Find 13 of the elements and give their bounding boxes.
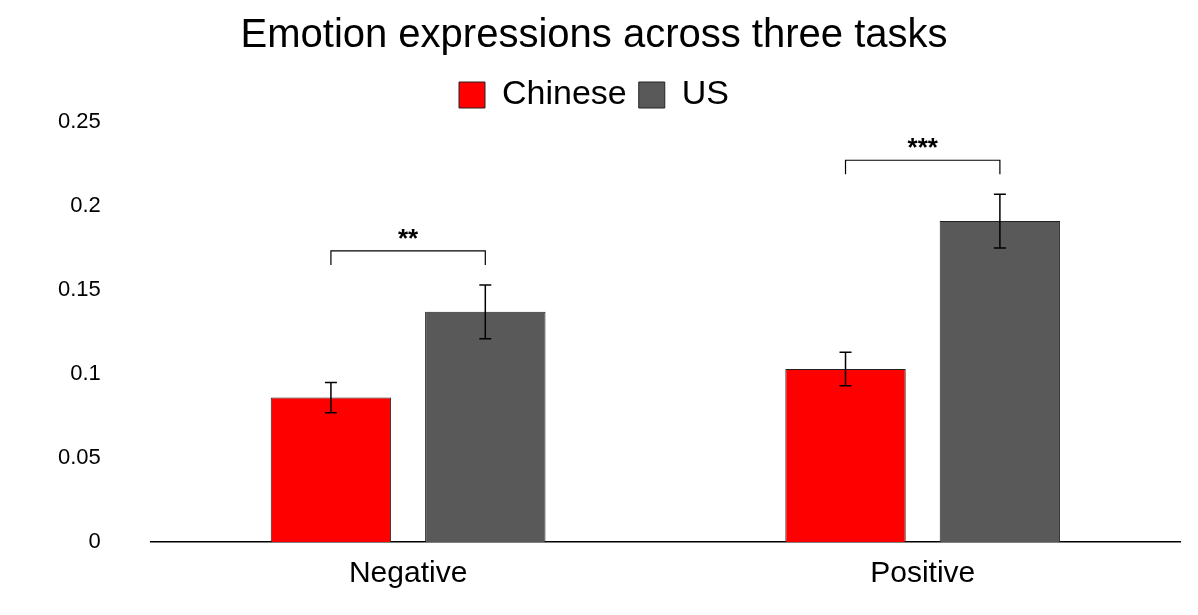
y-tick-label: 0.15: [57, 276, 101, 302]
chart-title: Emotion expressions across three tasks: [240, 11, 948, 56]
annotation: ***: [907, 132, 939, 163]
y-tick-label: 0.1: [70, 360, 101, 386]
legend-label: Chinese: [502, 73, 627, 112]
y-tick-label: 0.05: [57, 444, 101, 470]
legend-label: US: [681, 73, 729, 112]
x-tick-label: Positive: [870, 555, 976, 589]
annotation: **: [397, 223, 420, 254]
x-tick-label: Negative: [348, 555, 468, 589]
y-tick-label: 0: [88, 528, 101, 554]
y-tick-label: 0.2: [70, 192, 101, 218]
y-tick-label: 0.25: [57, 108, 101, 134]
